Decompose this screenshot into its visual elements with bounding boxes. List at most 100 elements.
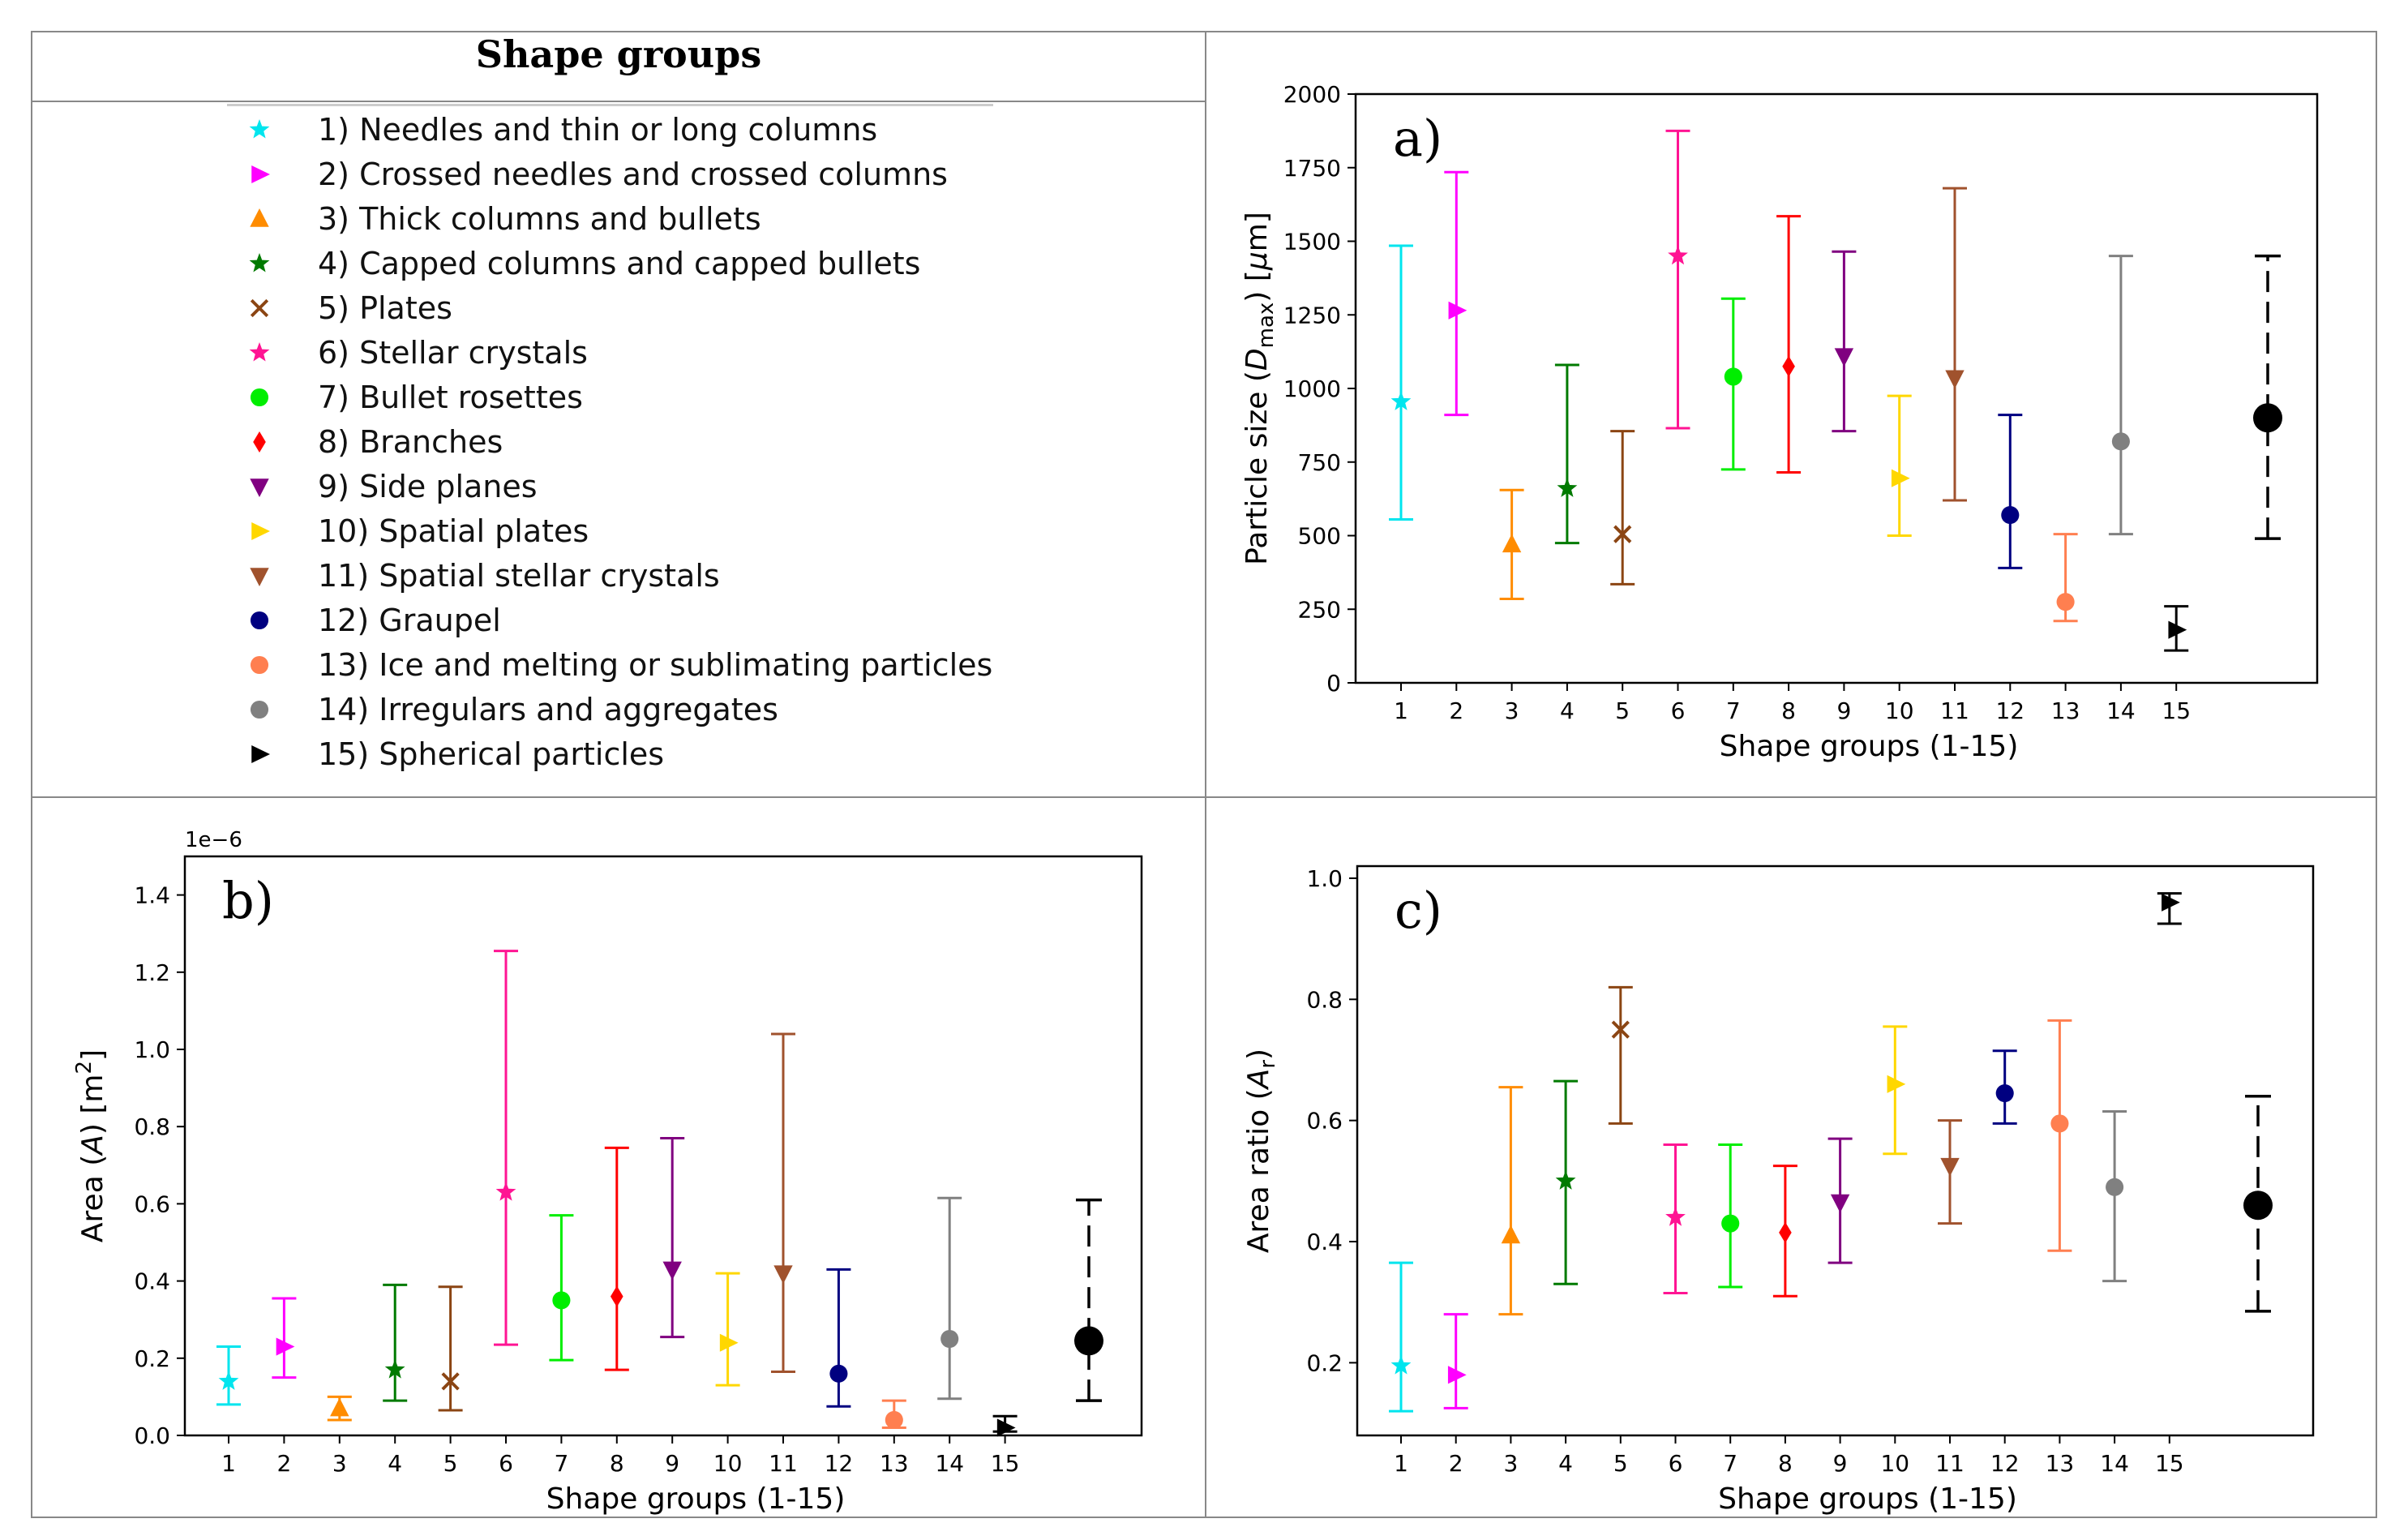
legend-marker-icon bbox=[250, 655, 269, 675]
legend-marker bbox=[251, 521, 270, 541]
y-tick-label: 0.4 bbox=[134, 1268, 170, 1295]
legend-item-label: 13) Ice and melting or sublimating parti… bbox=[318, 647, 993, 683]
x-tick-label: 9 bbox=[1833, 1450, 1848, 1477]
legend-marker-icon bbox=[253, 431, 266, 453]
legend-marker bbox=[250, 655, 269, 675]
data-point bbox=[1613, 525, 1632, 543]
y-tick-label: 1000 bbox=[1283, 375, 1341, 402]
data-point bbox=[218, 1371, 239, 1390]
y-tick-label: 1.2 bbox=[134, 959, 170, 986]
y-tick-label: 1.0 bbox=[134, 1036, 170, 1063]
legend-item: 7) Bullet rosettes bbox=[243, 376, 583, 418]
error-bar bbox=[715, 1272, 740, 1387]
legend-marker-icon bbox=[249, 119, 270, 139]
legend-item-label: 4) Capped columns and capped bullets bbox=[318, 246, 921, 281]
x-tick-label: 15 bbox=[2162, 697, 2191, 724]
x-tick-label: 6 bbox=[1669, 1450, 1683, 1477]
x-tick-label: 1 bbox=[1394, 697, 1408, 724]
data-point bbox=[2001, 506, 2020, 525]
x-tick-label: 5 bbox=[443, 1450, 458, 1477]
y-tick-label: 250 bbox=[1298, 596, 1341, 623]
panel-letter: a) bbox=[1393, 109, 1442, 168]
x-tick-label: 12 bbox=[1990, 1450, 2020, 1477]
legend-item: 11) Spatial stellar crystals bbox=[243, 555, 720, 597]
legend-marker-icon bbox=[250, 568, 269, 586]
error-bar bbox=[438, 1285, 463, 1412]
legend-marker-icon bbox=[250, 700, 269, 719]
y-tick-label: 1.4 bbox=[134, 882, 170, 909]
x-tick-label: 15 bbox=[2155, 1450, 2184, 1477]
error-bar bbox=[1832, 250, 1857, 433]
legend-title: Shape groups bbox=[475, 32, 762, 76]
x-tick-label: 2 bbox=[1449, 1450, 1463, 1477]
y-tick-label: 1750 bbox=[1283, 155, 1341, 182]
error-bar bbox=[1943, 187, 1967, 502]
x-tick-label: 15 bbox=[991, 1450, 1020, 1477]
data-point bbox=[773, 1265, 793, 1285]
error-bar bbox=[1776, 215, 1802, 474]
legend-marker-icon bbox=[249, 342, 270, 362]
legend-item-label: 6) Stellar crystals bbox=[318, 335, 588, 371]
error-bar bbox=[1883, 1025, 1908, 1156]
y-tick-label: 0 bbox=[1326, 670, 1341, 697]
legend-item-label: 3) Thick columns and bullets bbox=[318, 201, 761, 237]
x-tick-label: 4 bbox=[388, 1450, 402, 1477]
error-bar bbox=[1887, 394, 1912, 537]
legend-marker-icon bbox=[250, 388, 269, 407]
legend-item: 1) Needles and thin or long columns bbox=[243, 109, 877, 151]
x-tick-label: 1 bbox=[221, 1450, 236, 1477]
y-tick-label: 1.0 bbox=[1306, 865, 1343, 892]
x-tick-label: 11 bbox=[1935, 1450, 1965, 1477]
data-point bbox=[719, 1333, 739, 1352]
legend-marker bbox=[249, 342, 270, 362]
panel-c-frame bbox=[1205, 796, 2377, 1518]
legend-item-label: 14) Irregulars and aggregates bbox=[318, 692, 778, 727]
panel-c: 0.20.40.60.81.01 2 3 4 5 6 7 8 9 10 11 12 13 14 15Shap… bbox=[1242, 864, 2315, 1516]
y-tick-label: 0.0 bbox=[134, 1422, 170, 1449]
error-bar bbox=[660, 1136, 685, 1339]
legend-item: 2) Crossed needles and crossed columns bbox=[243, 153, 948, 195]
data-point bbox=[1721, 1214, 1740, 1233]
overall-data-point bbox=[2253, 403, 2282, 433]
legend-marker-icon bbox=[250, 478, 269, 497]
legend-marker bbox=[251, 744, 270, 764]
data-point bbox=[276, 1337, 295, 1356]
legend-item: 10) Spatial plates bbox=[243, 510, 589, 552]
legend-top-rule bbox=[227, 104, 993, 106]
error-bar bbox=[1498, 1086, 1523, 1316]
overall-data-point bbox=[2243, 1191, 2273, 1221]
data-point bbox=[1390, 391, 1412, 410]
x-tick-label: 14 bbox=[2100, 1450, 2129, 1477]
legend-item: 6) Stellar crystals bbox=[243, 332, 588, 374]
y-tick-label: 0.6 bbox=[1306, 1108, 1343, 1135]
y-axis-label: Area (A) [m2] bbox=[72, 1049, 109, 1242]
x-tick-label: 1 bbox=[1394, 1450, 1408, 1477]
legend-item-label: 2) Crossed needles and crossed columns bbox=[318, 157, 948, 192]
legend-item: 4) Capped columns and capped bullets bbox=[243, 242, 920, 285]
x-axis-label: Shape groups (1-15) bbox=[1720, 730, 2019, 763]
panel-b: 0.00.20.40.60.81.01.21.41 2 3 4 5 6 7 8 9 10 11 12 1… bbox=[72, 828, 1143, 1516]
x-tick-label: 14 bbox=[935, 1450, 964, 1477]
x-tick-label: 3 bbox=[332, 1450, 347, 1477]
x-tick-label: 5 bbox=[1615, 697, 1630, 724]
data-point bbox=[384, 1359, 405, 1379]
x-tick-label: 7 bbox=[1723, 1450, 1737, 1477]
error-bar bbox=[1443, 1313, 1468, 1409]
error-bar bbox=[604, 1146, 629, 1371]
x-tick-label: 13 bbox=[880, 1450, 909, 1477]
data-point bbox=[2056, 593, 2075, 611]
overall-error-bar bbox=[1076, 1198, 1102, 1402]
legend-title-divider bbox=[32, 101, 1205, 102]
error-bar bbox=[2047, 1019, 2072, 1252]
overall-data-point bbox=[1074, 1326, 1103, 1356]
x-tick-label: 7 bbox=[554, 1450, 568, 1477]
y-tick-label: 2000 bbox=[1283, 81, 1341, 108]
legend-item: 13) Ice and melting or sublimating parti… bbox=[243, 644, 992, 686]
legend-item-label: 10) Spatial plates bbox=[318, 513, 589, 549]
data-point bbox=[1448, 301, 1468, 320]
x-tick-label: 8 bbox=[1781, 697, 1796, 724]
error-bar bbox=[2108, 255, 2133, 536]
legend-item-label: 9) Side planes bbox=[318, 469, 538, 504]
legend-item-label: 8) Branches bbox=[318, 424, 503, 460]
